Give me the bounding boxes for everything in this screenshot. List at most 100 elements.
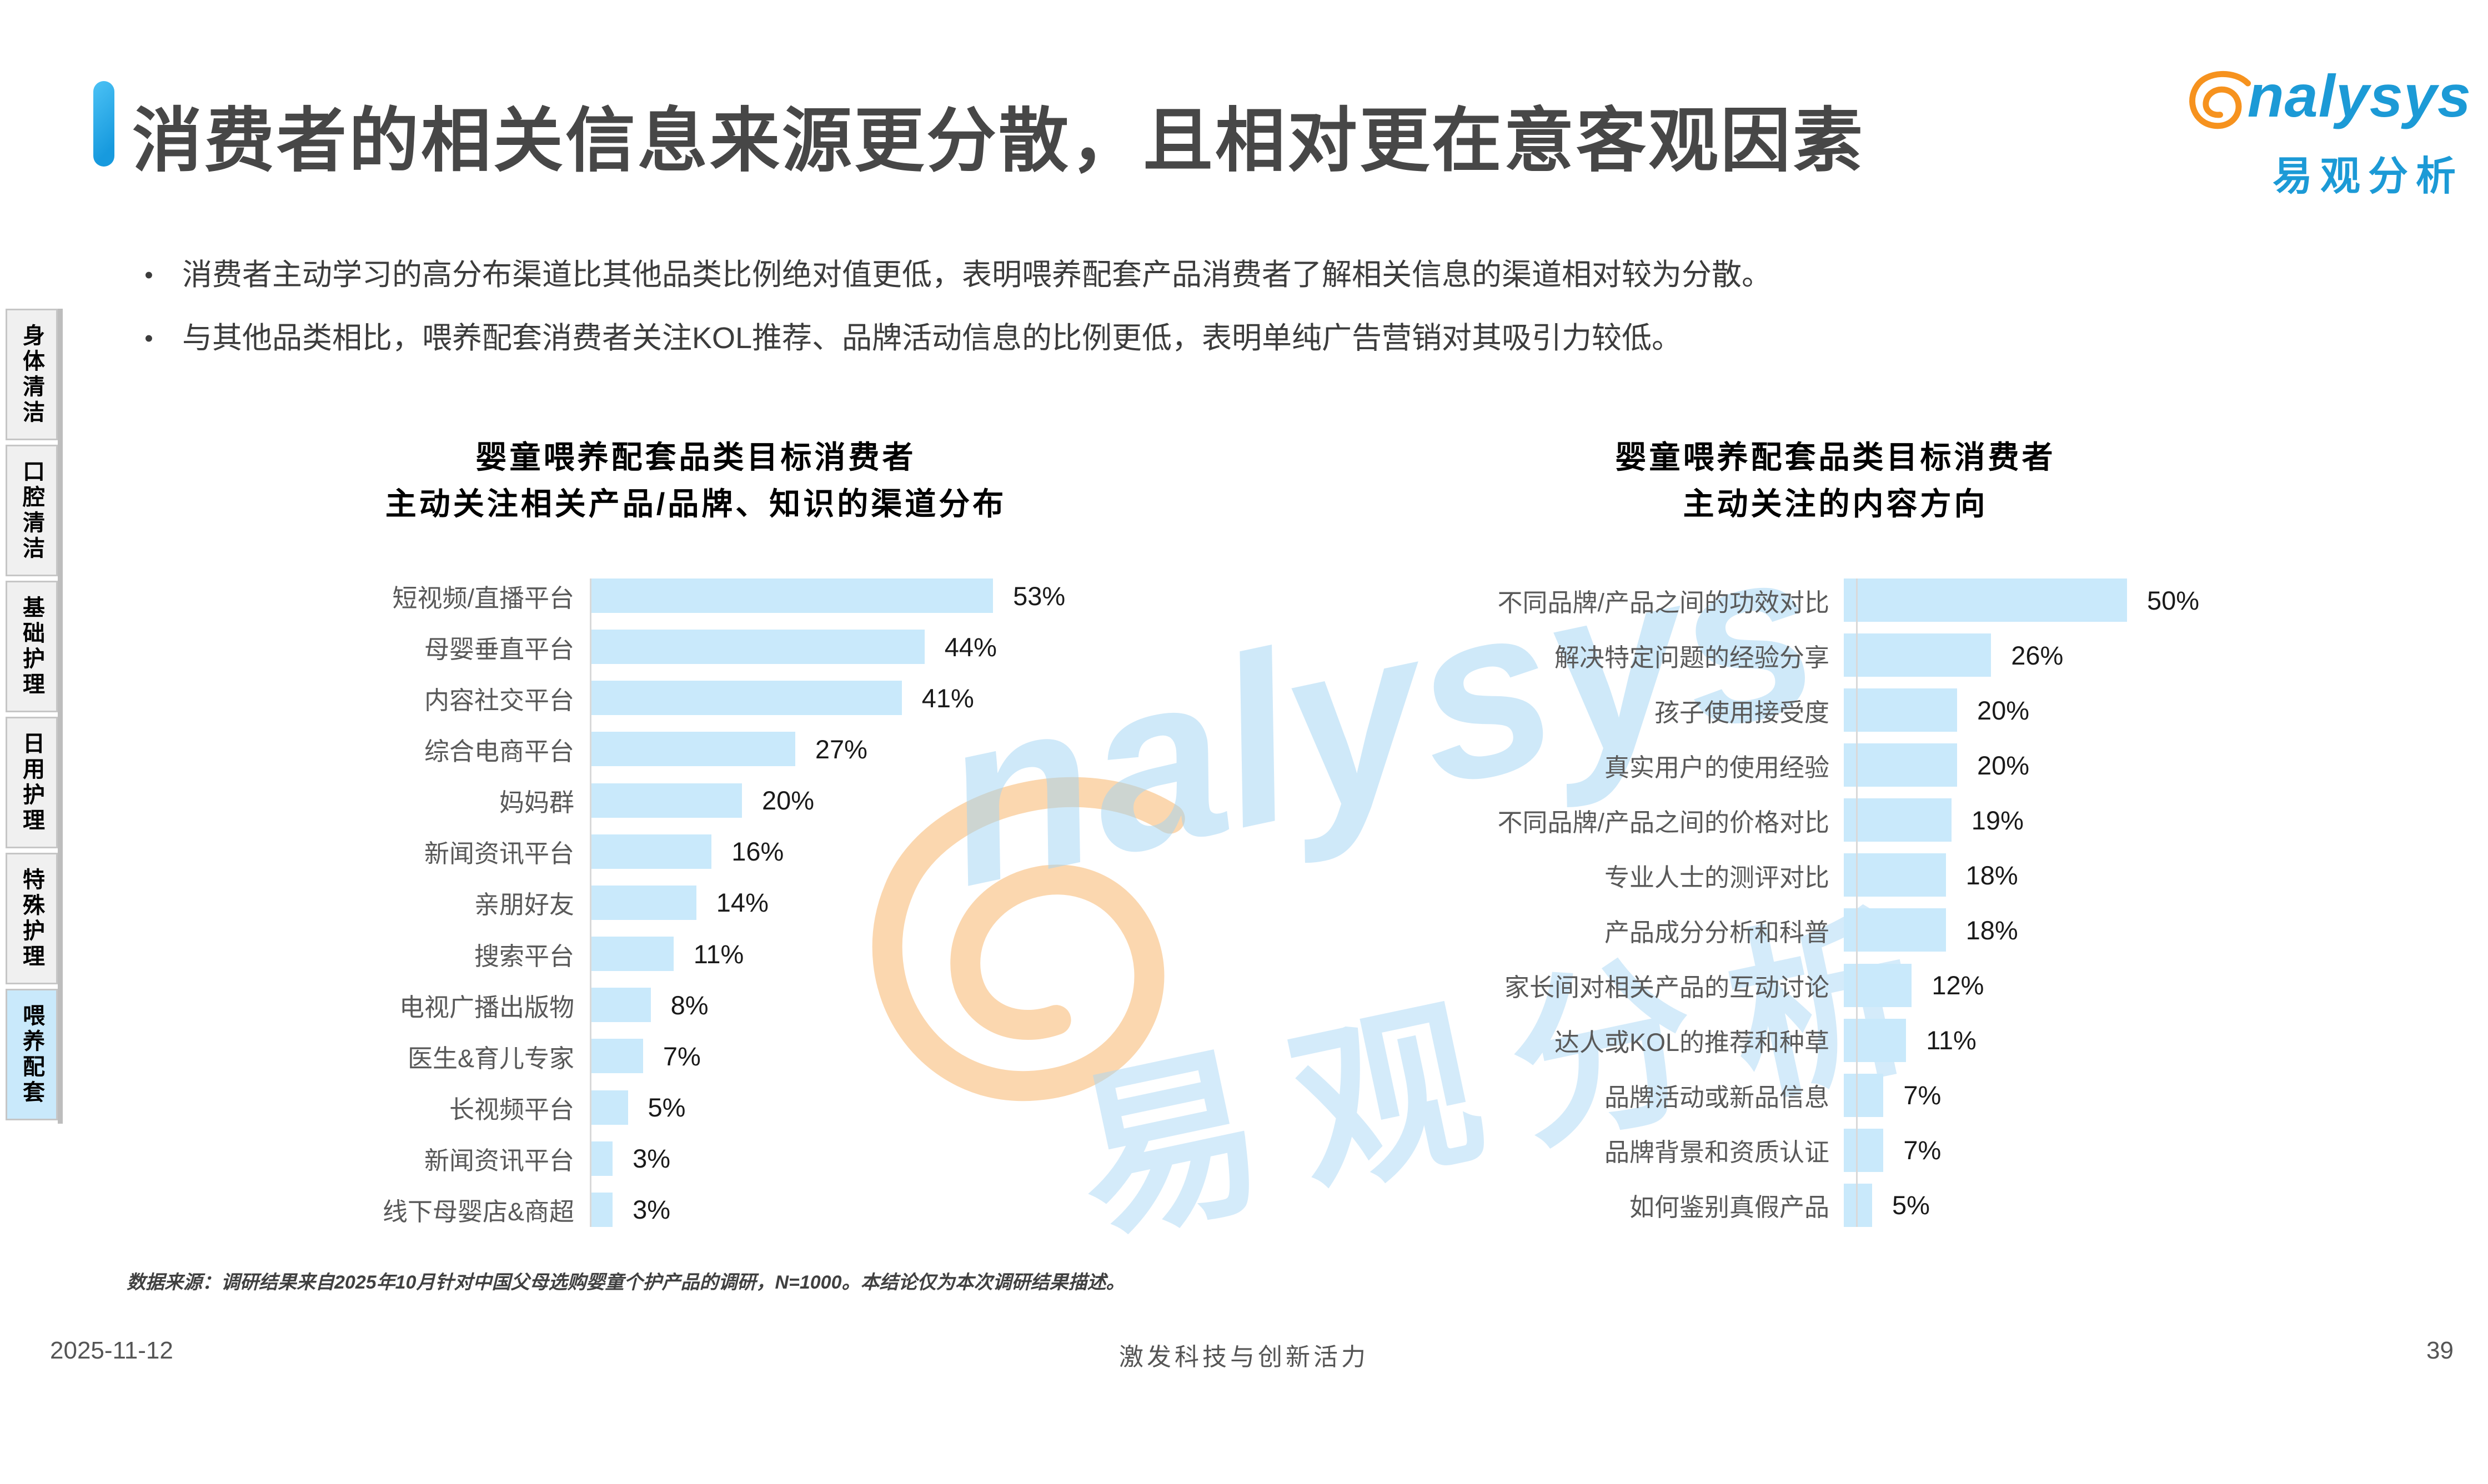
- bar-track: 16%: [590, 834, 1166, 869]
- category-label: 新闻资讯平台: [424, 839, 574, 868]
- category-label: 妈妈群: [499, 788, 574, 817]
- bar-track: 44%: [590, 630, 1166, 665]
- category-label: 短视频/直播平台: [392, 583, 574, 612]
- sidebar: 身体清洁 口腔清洁 基础护理 日用护理 特殊护理 喂养配套: [6, 309, 58, 1120]
- bar: [590, 1090, 628, 1125]
- bar-row: 新闻资讯平台 16%: [300, 834, 1166, 869]
- bar-row: 产品成分分析和科普 18%: [1355, 908, 2332, 952]
- value-label: 19%: [1971, 805, 2024, 835]
- bar: [590, 1141, 613, 1176]
- bar: [590, 732, 795, 767]
- bar: [590, 1192, 613, 1227]
- sidebar-item-3[interactable]: 日用护理: [6, 717, 58, 848]
- value-label: 7%: [1903, 1135, 1942, 1165]
- bar-track: 20%: [1844, 743, 2332, 787]
- bar: [1844, 633, 1992, 677]
- value-label: 5%: [648, 1093, 686, 1123]
- bar-row: 新闻资讯平台 3%: [300, 1141, 1166, 1176]
- bar-track: 41%: [590, 681, 1166, 716]
- sidebar-item-2[interactable]: 基础护理: [6, 581, 58, 712]
- bar-track: 12%: [1844, 963, 2332, 1007]
- category-label: 孩子使用接受度: [1654, 698, 1829, 727]
- value-label: 11%: [693, 939, 744, 969]
- value-label: 20%: [762, 786, 815, 816]
- bar-row: 品牌背景和资质认证 7%: [1355, 1128, 2332, 1172]
- category-label: 电视广播出版物: [399, 993, 574, 1022]
- sidebar-item-5[interactable]: 喂养配套: [6, 989, 58, 1120]
- bar: [1844, 853, 1946, 897]
- bar-track: 3%: [590, 1141, 1166, 1176]
- bar: [590, 988, 651, 1023]
- logo-brand-text: nalysys: [2247, 62, 2471, 129]
- bar-row: 专业人士的测评对比 18%: [1355, 853, 2332, 897]
- value-label: 53%: [1013, 581, 1066, 611]
- bar: [1844, 798, 1952, 842]
- sidebar-item-1[interactable]: 口腔清洁: [6, 445, 58, 576]
- bar-row: 如何鉴别真假产品 5%: [1355, 1183, 2332, 1227]
- category-label: 长视频平台: [449, 1095, 574, 1124]
- bar: [590, 630, 925, 665]
- bar: [1844, 908, 1946, 952]
- bar-track: 18%: [1844, 853, 2332, 897]
- category-label: 综合电商平台: [424, 737, 574, 766]
- data-source-note: 数据来源：调研结果来自2025年10月针对中国父母选购婴童个护产品的调研，N=1…: [127, 1272, 1125, 1293]
- bar-row: 达人或KOL的推荐和种草 11%: [1355, 1018, 2332, 1062]
- category-label: 产品成分分析和科普: [1604, 918, 1829, 947]
- logo-swirl-icon: [2189, 71, 2251, 129]
- page-number: 39: [2426, 1337, 2454, 1364]
- value-label: 5%: [1892, 1190, 1930, 1220]
- footer-date: 2025-11-12: [50, 1337, 173, 1364]
- category-label: 解决特定问题的经验分享: [1554, 643, 1829, 672]
- bar-track: 8%: [590, 988, 1166, 1023]
- bar-track: 19%: [1844, 798, 2332, 842]
- bar: [590, 578, 994, 613]
- bullet-text: 消费者主动学习的高分布渠道比其他品类比例绝对值更低，表明喂养配套产品消费者了解相…: [182, 258, 1772, 291]
- category-label: 不同品牌/产品之间的价格对比: [1497, 808, 1829, 837]
- category-label: 内容社交平台: [424, 686, 574, 715]
- category-label: 医生&育儿专家: [407, 1044, 574, 1073]
- sidebar-item-0[interactable]: 身体清洁: [6, 309, 58, 440]
- analysys-logo: nalysys 易观分析: [2183, 61, 2471, 202]
- bar-row: 电视广播出版物 8%: [300, 988, 1166, 1023]
- bar-track: 5%: [1844, 1183, 2332, 1227]
- bullet-marker: •: [144, 261, 153, 289]
- bar-track: 26%: [1844, 633, 2332, 677]
- category-label: 品牌活动或新品信息: [1604, 1083, 1829, 1112]
- logo-brand-cn-text: 易观分析: [2272, 154, 2464, 199]
- bar-track: 20%: [590, 783, 1166, 818]
- chart-title-line1: 婴童喂养配套品类目标消费者: [1615, 440, 2056, 475]
- chart-axis-line: [1856, 578, 1858, 1227]
- bar: [590, 937, 674, 972]
- value-label: 20%: [1977, 750, 2030, 780]
- bar: [1844, 1183, 1872, 1227]
- bar-track: 7%: [590, 1039, 1166, 1074]
- bar-track: 50%: [1844, 578, 2332, 622]
- value-label: 14%: [716, 888, 769, 918]
- bar: [590, 681, 902, 716]
- bar-track: 14%: [590, 885, 1166, 920]
- bar-track: 7%: [1844, 1073, 2332, 1117]
- bar-track: 20%: [1844, 688, 2332, 732]
- sidebar-item-4[interactable]: 特殊护理: [6, 853, 58, 984]
- bar-track: 18%: [1844, 908, 2332, 952]
- bar-row: 亲朋好友 14%: [300, 885, 1166, 920]
- chart-title-line2: 主动关注相关产品/品牌、知识的渠道分布: [385, 486, 1007, 521]
- bar-row: 不同品牌/产品之间的功效对比 50%: [1355, 578, 2332, 622]
- chart-axis-line: [590, 578, 591, 1227]
- value-label: 7%: [1903, 1080, 1942, 1110]
- bar-track: 11%: [590, 937, 1166, 972]
- value-label: 41%: [921, 683, 974, 713]
- value-label: 12%: [1932, 970, 1984, 1000]
- bar-row: 孩子使用接受度 20%: [1355, 688, 2332, 732]
- footer-slogan: 激发科技与创新活力: [1119, 1344, 1369, 1371]
- bar-track: 3%: [590, 1192, 1166, 1227]
- value-label: 7%: [663, 1041, 701, 1071]
- bar-row: 线下母婴店&商超 3%: [300, 1192, 1166, 1227]
- category-label: 真实用户的使用经验: [1604, 753, 1829, 782]
- bar-track: 5%: [590, 1090, 1166, 1125]
- bullet-marker: •: [144, 325, 153, 352]
- value-label: 18%: [1965, 860, 2018, 890]
- category-label: 达人或KOL的推荐和种草: [1554, 1028, 1829, 1057]
- bar-row: 短视频/直播平台 53%: [300, 578, 1166, 613]
- value-label: 18%: [1965, 915, 2018, 945]
